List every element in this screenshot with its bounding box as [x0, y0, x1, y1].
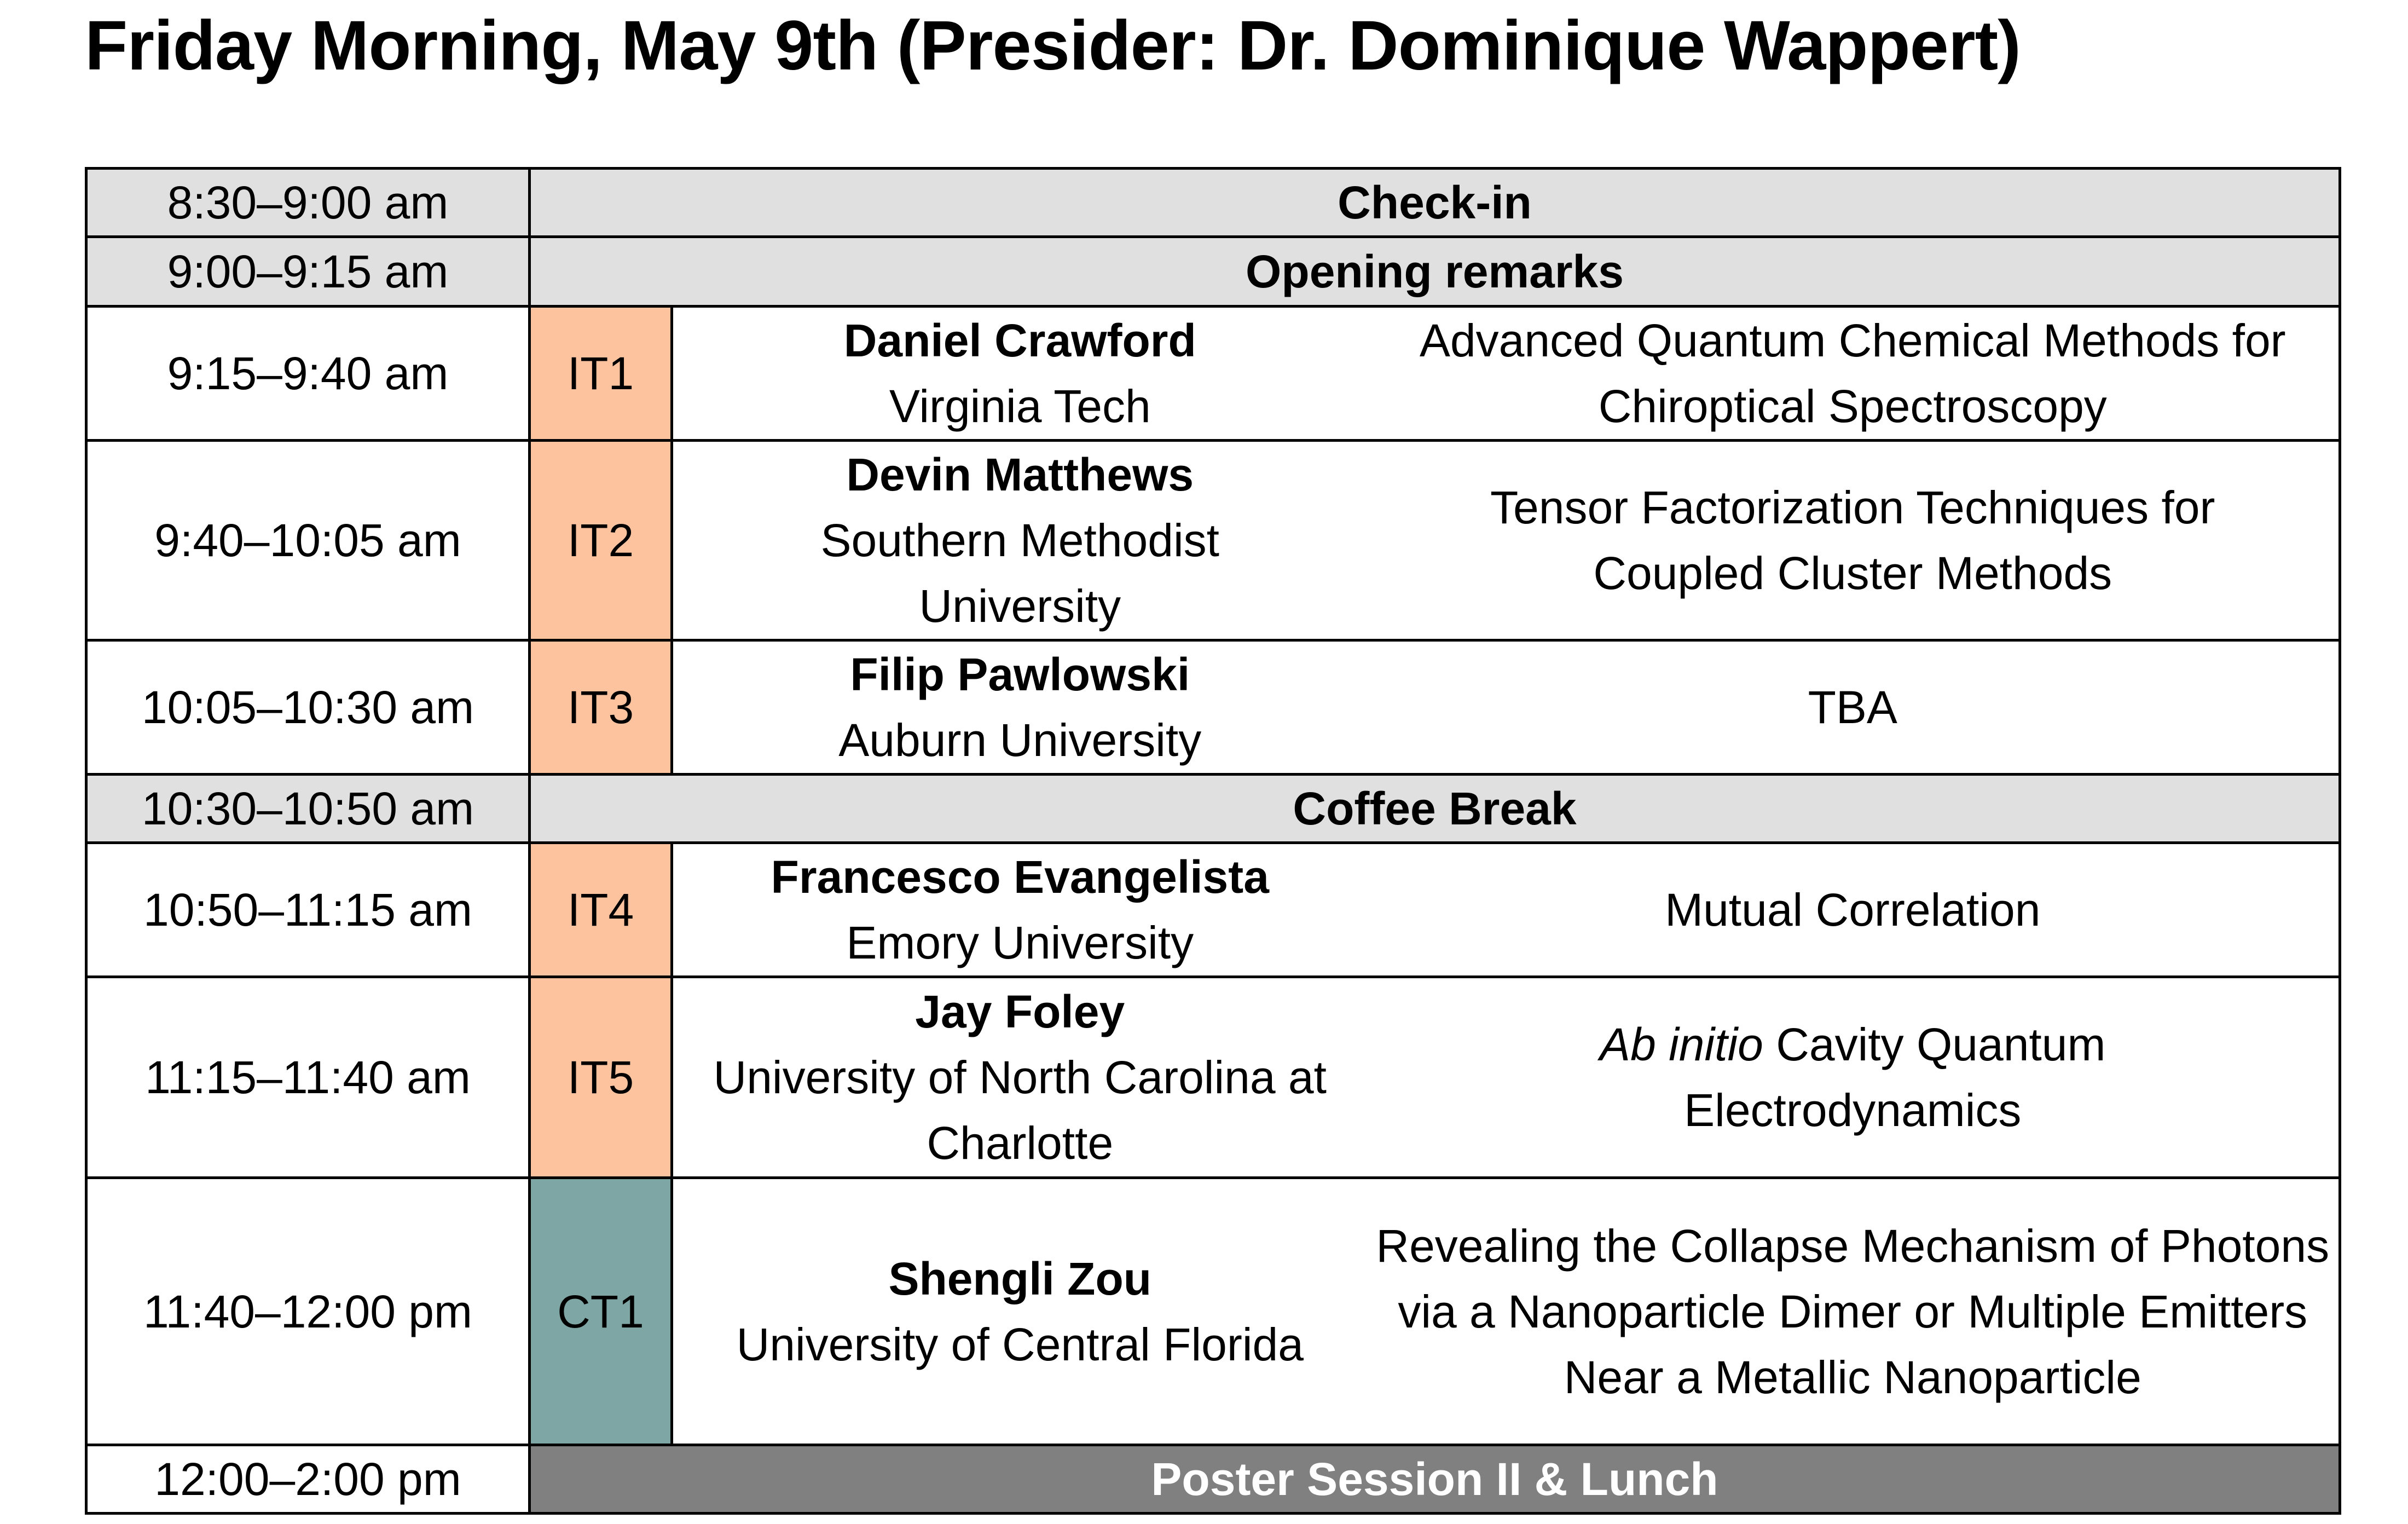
speaker-affiliation: University of Central Florida — [736, 1318, 1304, 1370]
speaker-affiliation: Virginia Tech — [889, 380, 1151, 432]
table-row: 9:00–9:15 am Opening remarks — [85, 235, 2342, 308]
table-row: 9:40–10:05 am IT2 Devin Matthews Southern… — [85, 439, 2342, 642]
talk-title-rest: Cavity Quantum Electrodynamics — [1684, 1019, 2106, 1136]
speaker-name: Daniel Crawford — [843, 315, 1196, 366]
talk-title: Tensor Factorization Techniques for Coup… — [1367, 439, 2342, 642]
time-cell: 11:15–11:40 am — [85, 975, 531, 1179]
speaker-name: Shengli Zou — [888, 1252, 1152, 1304]
time-cell: 9:00–9:15 am — [85, 235, 531, 308]
talk-title-italic: Ab initio — [1600, 1019, 1763, 1070]
speaker-affiliation: Southern Methodist University — [820, 515, 1219, 632]
talk-title: Advanced Quantum Chemical Methods for Ch… — [1367, 305, 2342, 442]
event-cell: Check-in — [528, 167, 2342, 238]
table-row: 8:30–9:00 am Check-in — [85, 167, 2342, 238]
speaker-affiliation: Emory University — [846, 917, 1194, 968]
table-row: 10:30–10:50 am Coffee Break — [85, 773, 2342, 844]
speaker-name: Francesco Evangelista — [771, 851, 1269, 903]
talk-code: IT1 — [528, 305, 673, 442]
speaker-name: Filip Pawlowski — [850, 649, 1190, 700]
table-row: 12:00–2:00 pm Poster Session II & Lunch — [85, 1444, 2342, 1515]
event-cell: Coffee Break — [528, 773, 2342, 844]
speaker-cell: Daniel Crawford Virginia Tech — [670, 305, 1367, 442]
talk-code: IT3 — [528, 639, 673, 776]
talk-title: Revealing the Collapse Mechanism of Phot… — [1367, 1176, 2342, 1446]
table-row: 11:40–12:00 pm CT1 Shengli Zou University… — [85, 1176, 2342, 1446]
talk-code: IT5 — [528, 975, 673, 1179]
time-cell: 9:15–9:40 am — [85, 305, 531, 442]
speaker-name: Devin Matthews — [846, 449, 1194, 500]
time-cell: 10:50–11:15 am — [85, 841, 531, 978]
time-cell: 8:30–9:00 am — [85, 167, 531, 238]
event-cell: Opening remarks — [528, 235, 2342, 308]
page-title: Friday Morning, May 9th (Presider: Dr. D… — [85, 7, 2021, 85]
time-cell: 12:00–2:00 pm — [85, 1444, 531, 1515]
speaker-name: Jay Foley — [915, 986, 1125, 1037]
talk-code: IT4 — [528, 841, 673, 978]
table-row: 10:05–10:30 am IT3 Filip Pawlowski Auburn… — [85, 639, 2342, 776]
talk-code: IT2 — [528, 439, 673, 642]
time-cell: 9:40–10:05 am — [85, 439, 531, 642]
speaker-cell: Francesco Evangelista Emory University — [670, 841, 1367, 978]
speaker-cell: Filip Pawlowski Auburn University — [670, 639, 1367, 776]
talk-title: Ab initio Cavity Quantum Electrodynamics — [1367, 975, 2342, 1179]
talk-title: TBA — [1367, 639, 2342, 776]
table-row: 11:15–11:40 am IT5 Jay Foley University o… — [85, 975, 2342, 1179]
speaker-cell: Devin Matthews Southern Methodist Univers… — [670, 439, 1367, 642]
speaker-cell: Jay Foley University of North Carolina at… — [670, 975, 1367, 1179]
talk-title: Mutual Correlation — [1367, 841, 2342, 978]
speaker-affiliation: University of North Carolina at Charlott… — [713, 1052, 1327, 1169]
time-cell: 10:05–10:30 am — [85, 639, 531, 776]
speaker-affiliation: Auburn University — [838, 714, 1202, 766]
table-row: 9:15–9:40 am IT1 Daniel Crawford Virginia… — [85, 305, 2342, 442]
event-cell: Poster Session II & Lunch — [528, 1444, 2342, 1515]
talk-code: CT1 — [528, 1176, 673, 1446]
speaker-cell: Shengli Zou University of Central Florida — [670, 1176, 1367, 1446]
table-row: 10:50–11:15 am IT4 Francesco Evangelista… — [85, 841, 2342, 978]
time-cell: 10:30–10:50 am — [85, 773, 531, 844]
schedule-table: 8:30–9:00 am Check-in 9:00–9:15 am Openi… — [85, 167, 2342, 1515]
time-cell: 11:40–12:00 pm — [85, 1176, 531, 1446]
